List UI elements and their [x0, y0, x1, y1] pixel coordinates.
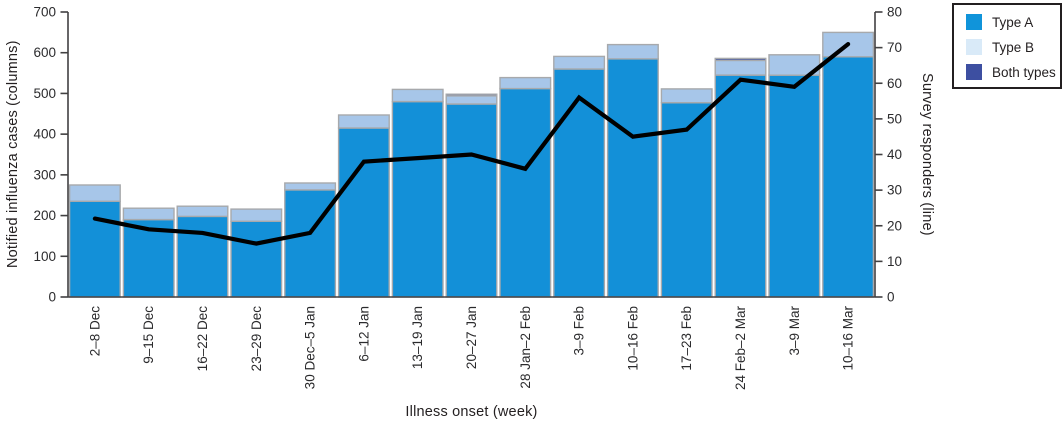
bar-segment-type-a [768, 74, 821, 298]
right-axis-title: Survey responders (line) [919, 72, 935, 236]
bar-segment-both-types [714, 57, 767, 62]
x-axis-title: Illness onset (week) [405, 404, 538, 420]
bar-segment-type-b [230, 208, 283, 223]
legend-label: Type A [992, 14, 1034, 30]
bar-segment-type-a [553, 68, 606, 298]
right-axis-tick-label: 30 [887, 183, 902, 198]
type-b-swatch-icon [966, 39, 982, 55]
bar-segment-type-a [391, 100, 444, 298]
axes-group [60, 11, 883, 298]
legend-item-type-b: Type B [966, 39, 1052, 55]
right-axis-tick-label: 60 [887, 76, 902, 91]
x-axis-tick-label: 30 Dec–5 Jan [303, 306, 318, 389]
left-axis-tick-label: 300 [33, 167, 56, 182]
left-axis-tick-label: 700 [33, 5, 56, 20]
left-axis-tick-label: 600 [33, 45, 56, 60]
right-axis-tick-label: 80 [887, 5, 902, 20]
bar-segment-type-b [499, 76, 552, 90]
legend-label: Both types [992, 64, 1056, 80]
bar-segment-type-b [337, 114, 390, 129]
bar-segment-type-b [176, 205, 229, 218]
bar-segment-type-a [714, 74, 767, 298]
x-axis-tick-label: 24 Feb–2 Mar [733, 305, 748, 390]
bar-segment-type-b [714, 59, 767, 76]
x-axis-tick-label: 6–12 Jan [356, 306, 371, 362]
survey-responders-line [92, 41, 851, 246]
x-axis-tick-label: 3–9 Mar [787, 306, 802, 356]
x-axis-tick-label: 20–27 Jan [464, 306, 479, 369]
bar-segment-type-b [445, 95, 498, 105]
x-axis-tick-label: 17–23 Feb [679, 306, 694, 371]
x-axis-tick-label: 16–22 Dec [195, 306, 210, 372]
left-axis-tick-label: 500 [33, 86, 56, 101]
x-axis-tick-label: 9–15 Dec [141, 306, 156, 364]
legend-item-type-a: Type A [966, 14, 1052, 30]
bar-segment-type-a [499, 87, 552, 298]
x-axis-tick-label: 28 Jan–2 Feb [518, 306, 533, 389]
x-axis-tick-label: 2–8 Dec [87, 306, 102, 357]
right-axis-tick-label: 0 [887, 290, 895, 305]
x-axis-tick-label: 10–16 Feb [625, 306, 640, 371]
tick-labels-group: 0 100 200 300 400 500 600 700 0 10 20 30 40 50 60 70 80 2… [33, 5, 902, 391]
type-a-swatch-icon [966, 14, 982, 30]
left-axis-tick-label: 200 [33, 208, 56, 223]
bar-segment-type-b [660, 88, 713, 104]
right-axis-tick-label: 70 [887, 40, 902, 55]
x-axis-tick-label: 10–16 Mar [841, 306, 856, 371]
bar-segment-type-b [68, 184, 121, 202]
bar-segment-type-b [606, 43, 659, 60]
bar-segment-type-b [553, 55, 606, 70]
bar-segment-type-a [337, 127, 390, 298]
bar-segment-type-a [445, 103, 498, 298]
both-types-swatch-icon [966, 64, 982, 80]
bar-segment-both-types [445, 93, 498, 97]
bar-segment-type-a [68, 200, 121, 298]
left-axis-tick-label: 0 [48, 290, 56, 305]
left-axis-tick-label: 100 [33, 249, 56, 264]
bar-segment-type-a [606, 58, 659, 298]
bar-segment-type-b [284, 182, 337, 191]
legend-item-both-types: Both types [966, 64, 1056, 80]
x-axis-tick-label: 23–29 Dec [249, 306, 264, 372]
left-axis-tick-label: 400 [33, 127, 56, 142]
legend: Type A Type B Both types [952, 3, 1062, 89]
bar-segment-type-b [122, 207, 175, 221]
right-axis-tick-label: 20 [887, 218, 902, 233]
right-axis-tick-label: 50 [887, 111, 902, 126]
bars-group [68, 31, 875, 298]
right-axis-tick-label: 10 [887, 254, 902, 269]
right-axis-tick-label: 40 [887, 147, 902, 162]
left-axis-title: Notified influenza cases (columns) [5, 40, 21, 268]
bar-segment-type-a [176, 215, 229, 298]
bar-segment-type-a [822, 56, 875, 298]
x-axis-tick-label: 13–19 Jan [410, 306, 425, 369]
bar-segment-type-b [391, 88, 444, 103]
bar-segment-type-a [230, 220, 283, 298]
x-axis-tick-label: 3–9 Feb [572, 306, 587, 356]
legend-label: Type B [992, 39, 1035, 55]
